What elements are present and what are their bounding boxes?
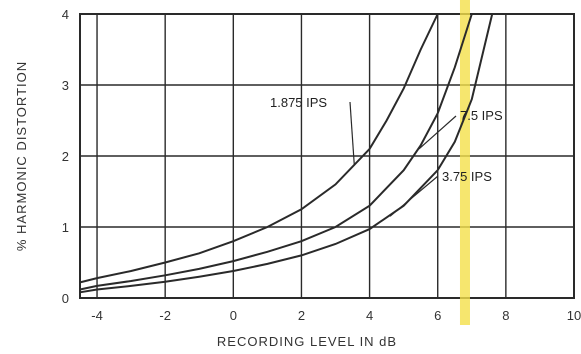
x-tick-label: 10 <box>567 308 581 323</box>
x-tick-label: 8 <box>502 308 509 323</box>
x-tick-label: 4 <box>366 308 373 323</box>
annotation-label-1-875-ips: 1.875 IPS <box>270 95 327 110</box>
series-lines <box>79 13 494 294</box>
y-tick-label: 4 <box>62 7 69 22</box>
series-line-7-5-ips <box>79 13 473 291</box>
x-tick-label: 2 <box>298 308 305 323</box>
highlight-band <box>459 0 470 325</box>
annotation-label-7-5-ips: 7.5 IPS <box>460 108 503 123</box>
tick-labels: -4 -2 0 2 4 6 8 10 0 1 2 3 4 <box>62 7 581 323</box>
x-tick-label: -2 <box>159 308 171 323</box>
annotation-leader <box>349 101 355 165</box>
series-line-3-75-ips <box>79 13 494 294</box>
plot-frame <box>79 13 575 299</box>
x-axis-title: RECORDING LEVEL IN dB <box>217 334 397 349</box>
y-tick-label: 1 <box>62 220 69 235</box>
series-line-1-875-ips <box>79 13 439 284</box>
annotation-label-3-75-ips: 3.75 IPS <box>442 169 492 184</box>
y-tick-label: 0 <box>62 291 69 306</box>
curve-annotations: 1.875 IPS 7.5 IPS 3.75 IPS <box>270 95 503 217</box>
x-tick-label: 0 <box>230 308 237 323</box>
grid <box>79 13 575 299</box>
annotation-leader <box>389 175 439 217</box>
y-tick-label: 2 <box>62 149 69 164</box>
annotation-leader <box>418 115 457 150</box>
y-axis-title: % HARMONIC DISTORTION <box>14 61 29 251</box>
x-tick-label: -4 <box>91 308 103 323</box>
x-tick-label: 6 <box>434 308 441 323</box>
y-tick-label: 3 <box>62 78 69 93</box>
